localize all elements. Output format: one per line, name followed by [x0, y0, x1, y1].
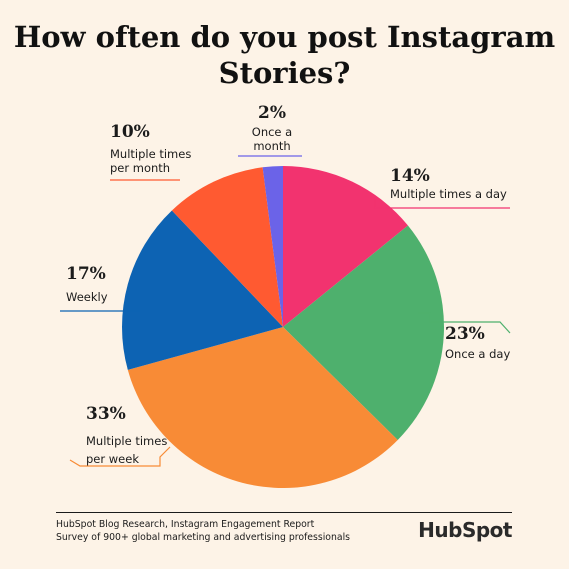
slice-label-6-line-1: Once a — [252, 125, 292, 139]
slice-percent-5: 10% — [110, 122, 150, 142]
pie-slice-1 — [283, 166, 408, 327]
chart-footer: HubSpot Blog Research, Instagram Engagem… — [56, 512, 512, 544]
slice-label-6-line-2: month — [253, 139, 290, 153]
slice-percent-1: 14% — [390, 166, 430, 186]
chart-title-line-2: Stories? — [219, 56, 351, 90]
slice-label-2-line-1: Once a day — [445, 347, 510, 361]
leader-line-2 — [418, 312, 511, 334]
slice-percent-4: 17% — [66, 264, 106, 284]
source-line-1: HubSpot Blog Research, Instagram Engagem… — [56, 519, 315, 530]
chart-title-line-1: How often do you post Instagram — [14, 20, 556, 54]
pie-slice-6 — [262, 166, 283, 327]
pie-slice-4 — [122, 210, 283, 370]
leader-line-1 — [374, 197, 510, 209]
slice-label-5-line-1: Multiple times — [110, 147, 191, 161]
pie-slices — [122, 166, 445, 488]
pie-slice-3 — [127, 327, 398, 488]
slice-labels: 14%Multiple times a day 23% Once a day 33% M… — [66, 103, 510, 466]
slice-label-3-line-1: Multiple times — [86, 434, 167, 448]
slice-percent-2: 23% — [445, 324, 485, 344]
slice-percent-6: 2% — [258, 103, 286, 123]
pie-slice-2 — [283, 225, 445, 440]
slice-label-1-line-1: Multiple times a day — [390, 187, 507, 201]
slice-label-3-line-2: per week — [86, 452, 139, 466]
slice-label-5-line-2: per month — [110, 161, 170, 175]
slice-percent-3: 33% — [86, 404, 126, 424]
leader-line-3 — [69, 446, 171, 467]
slice-label-4-line-1: Weekly — [66, 290, 108, 304]
source-line-2: Survey of 900+ global marketing and adve… — [56, 532, 351, 543]
hubspot-logo: HubSpot — [418, 518, 512, 542]
pie-slice-5 — [171, 167, 283, 327]
leader-lines — [60, 155, 511, 467]
